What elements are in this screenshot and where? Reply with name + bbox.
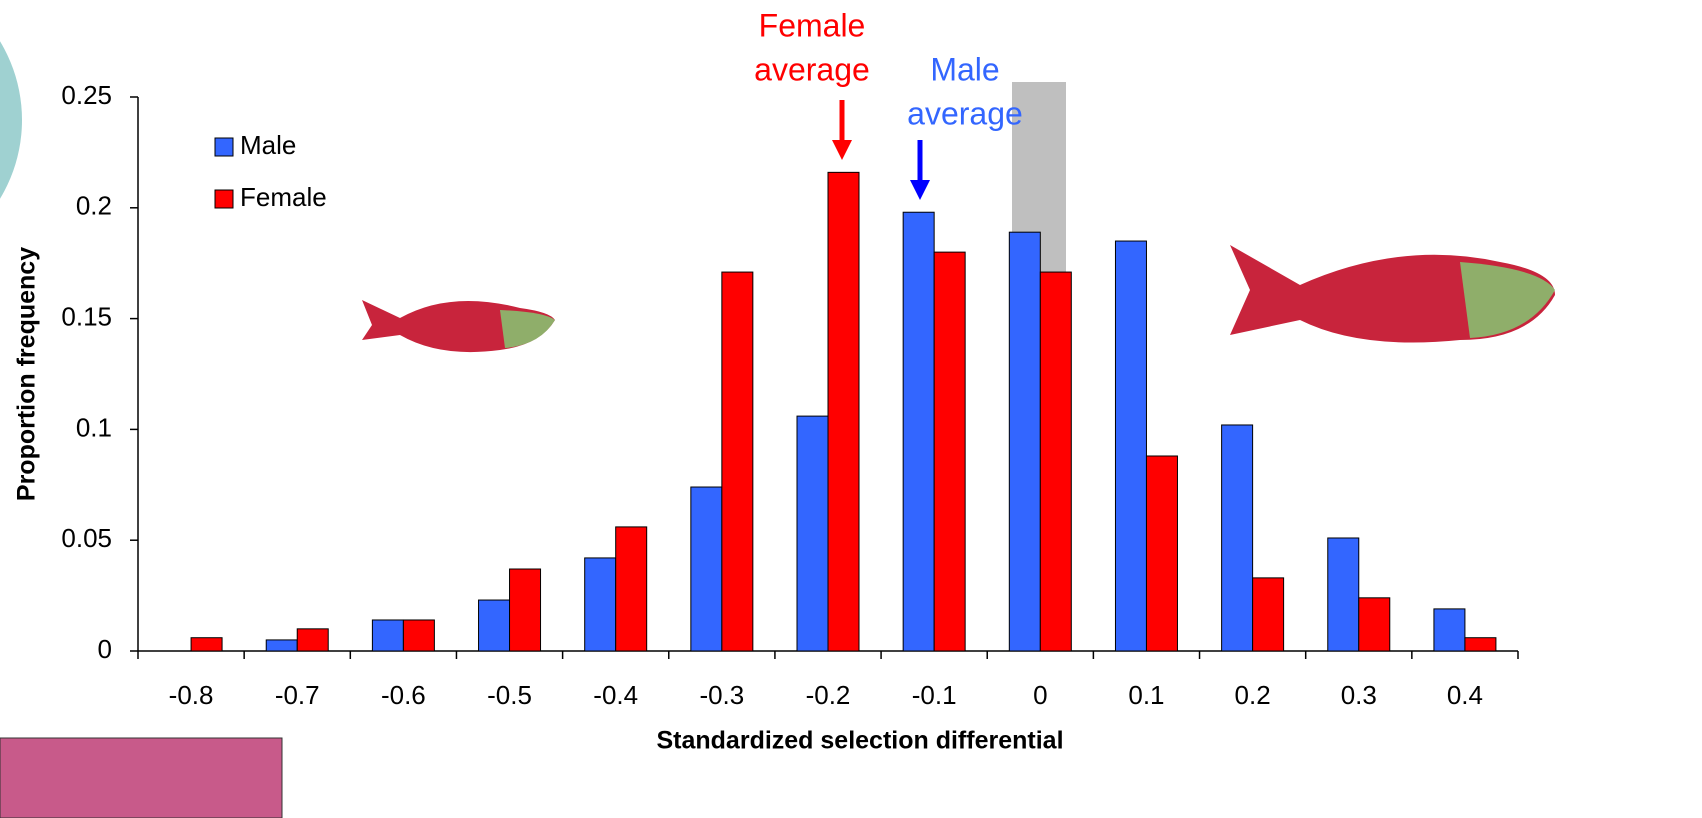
- bar: [296, 628, 329, 652]
- bar: [1433, 608, 1466, 652]
- bar: [690, 486, 723, 652]
- bar: [509, 568, 542, 652]
- bar: [615, 526, 648, 652]
- x-axis-label: Standardized selection differential: [656, 727, 1063, 755]
- bar: [584, 557, 617, 652]
- annotation: average: [907, 95, 1023, 131]
- y-tick-label: 0.1: [76, 412, 112, 442]
- bar: [1145, 455, 1178, 652]
- x-tick-label: -0.1: [912, 680, 957, 710]
- bar: [371, 619, 404, 652]
- y-tick-label: 0.05: [61, 523, 112, 553]
- x-tick-label: 0.2: [1235, 680, 1271, 710]
- bar: [827, 171, 860, 652]
- legend-label: Female: [240, 182, 327, 212]
- fish-small: [362, 300, 555, 353]
- x-tick-label: 0.1: [1128, 680, 1164, 710]
- bar: [1221, 424, 1254, 652]
- bar: [902, 211, 935, 652]
- bar: [1358, 597, 1391, 652]
- x-tick-label: -0.4: [593, 680, 638, 710]
- x-tick-label: -0.2: [806, 680, 851, 710]
- x-tick-label: -0.8: [169, 680, 214, 710]
- y-axis-label: Proportion frequency: [13, 247, 41, 501]
- arrow-head: [910, 180, 930, 200]
- bar: [1464, 637, 1497, 652]
- fish-large: [1230, 245, 1555, 343]
- bar: [1252, 577, 1285, 652]
- y-tick-label: 0.2: [76, 191, 112, 221]
- legend-swatch: [214, 137, 234, 157]
- x-tick-label: -0.5: [487, 680, 532, 710]
- bar: [402, 619, 435, 652]
- bar: [1114, 240, 1147, 652]
- bar: [1039, 271, 1072, 652]
- arrow-head: [832, 140, 852, 160]
- decor-circle: [0, 41, 22, 199]
- annotation: Female: [759, 7, 866, 43]
- annotation: Male: [930, 51, 999, 87]
- x-tick-label: 0: [1033, 680, 1047, 710]
- bar: [933, 251, 966, 652]
- x-tick-label: -0.6: [381, 680, 426, 710]
- legend-label: Male: [240, 130, 296, 160]
- y-tick-label: 0.25: [61, 80, 112, 110]
- bar: [796, 415, 829, 652]
- legend-swatch: [214, 189, 234, 209]
- bar: [1008, 231, 1041, 652]
- y-tick-label: 0.15: [61, 301, 112, 331]
- photo: [0, 737, 283, 818]
- annotation: average: [754, 51, 870, 87]
- bar: [721, 271, 754, 652]
- x-tick-label: 0.3: [1341, 680, 1377, 710]
- x-tick-label: -0.7: [275, 680, 320, 710]
- bar: [190, 637, 223, 652]
- x-tick-label: 0.4: [1447, 680, 1483, 710]
- bar: [1327, 537, 1360, 652]
- bar: [265, 639, 298, 652]
- y-tick-label: 0: [98, 634, 112, 664]
- bar: [478, 599, 511, 652]
- x-tick-label: -0.3: [699, 680, 744, 710]
